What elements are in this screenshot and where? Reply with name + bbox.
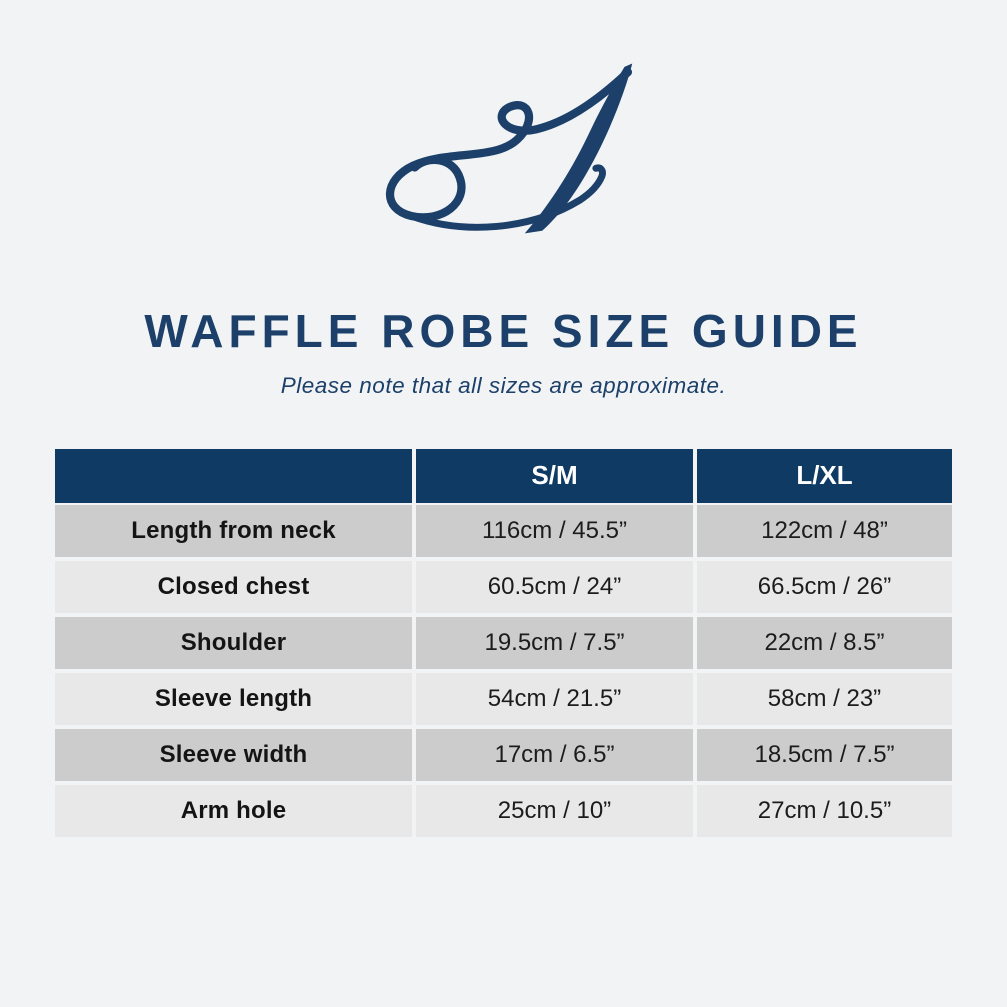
measurement-label: Length from neck — [55, 504, 412, 557]
measurement-label: Sleeve width — [55, 728, 412, 781]
size-table-header-sm: S/M — [416, 448, 693, 503]
value-lxl: 58cm / 23” — [697, 672, 952, 725]
value-lxl: 66.5cm / 26” — [697, 560, 952, 613]
measurement-label: Closed chest — [55, 560, 412, 613]
measurement-label: Arm hole — [55, 784, 412, 837]
value-lxl: 22cm / 8.5” — [697, 616, 952, 669]
size-table-header-lxl: L/XL — [697, 448, 952, 503]
size-table-header-empty — [55, 448, 412, 503]
size-table: S/M L/XL Length from neck 116cm / 45.5” … — [55, 448, 952, 837]
brand-logo — [359, 60, 649, 242]
value-lxl: 18.5cm / 7.5” — [697, 728, 952, 781]
measurement-label: Shoulder — [55, 616, 412, 669]
value-lxl: 122cm / 48” — [697, 504, 952, 557]
measurement-label: Sleeve length — [55, 672, 412, 725]
value-sm: 25cm / 10” — [416, 784, 693, 837]
value-sm: 60.5cm / 24” — [416, 560, 693, 613]
value-sm: 116cm / 45.5” — [416, 504, 693, 557]
value-sm: 17cm / 6.5” — [416, 728, 693, 781]
value-sm: 19.5cm / 7.5” — [416, 616, 693, 669]
script-letter-a-icon — [385, 63, 632, 234]
page-subtitle: Please note that all sizes are approxima… — [280, 372, 727, 398]
value-sm: 54cm / 21.5” — [416, 672, 693, 725]
page-title: WAFFLE ROBE SIZE GUIDE — [144, 305, 863, 357]
value-lxl: 27cm / 10.5” — [697, 784, 952, 837]
